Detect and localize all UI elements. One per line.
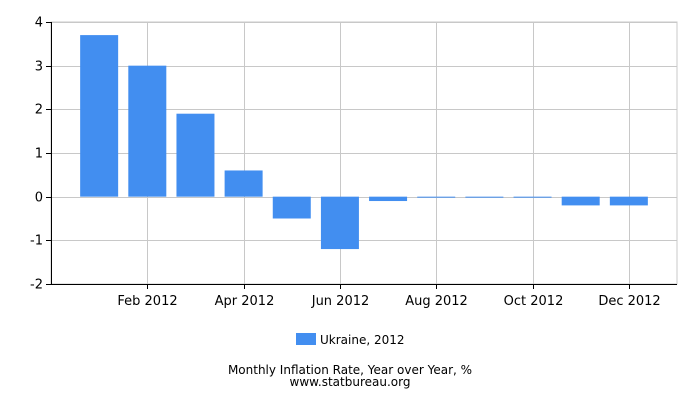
bar-apr-2012[interactable] xyxy=(224,170,263,197)
bar-jun-2012[interactable] xyxy=(320,196,359,250)
bar-dec-2012[interactable] xyxy=(609,196,648,206)
y-tick-label: 3 xyxy=(35,60,43,75)
y-tick-label: 4 xyxy=(35,16,43,31)
bar-sep-2012[interactable] xyxy=(465,196,504,198)
x-tick-label: Oct 2012 xyxy=(504,294,564,309)
bars xyxy=(80,35,648,250)
y-tick-label: -1 xyxy=(30,234,43,249)
x-tick-label: Feb 2012 xyxy=(117,294,177,309)
axes: -2 -1 0 1 2 3 4 Feb 2012 Apr 2012 Jun 2012 Aug 201… xyxy=(30,16,677,309)
bar-aug-2012[interactable] xyxy=(417,196,456,198)
y-tick-label: 1 xyxy=(35,147,43,162)
bar-mar-2012[interactable] xyxy=(176,113,215,197)
bar-may-2012[interactable] xyxy=(272,196,311,219)
bar-jul-2012[interactable] xyxy=(369,196,408,202)
legend-label: Ukraine, 2012 xyxy=(320,333,405,347)
bar-jan-2012[interactable] xyxy=(80,35,119,197)
bar-feb-2012[interactable] xyxy=(128,65,167,197)
source-link[interactable]: www.statbureau.org xyxy=(289,375,411,389)
chart-caption: Monthly Inflation Rate, Year over Year, … xyxy=(227,363,473,377)
bar-oct-2012[interactable] xyxy=(513,196,552,198)
legend: Ukraine, 2012 xyxy=(296,333,405,347)
y-tick-label: -2 xyxy=(30,278,43,293)
y-tick-label: 2 xyxy=(35,103,43,118)
bar-nov-2012[interactable] xyxy=(561,196,600,206)
x-tick-label: Apr 2012 xyxy=(215,294,275,309)
y-tick-label: 0 xyxy=(35,191,43,206)
x-tick-label: Aug 2012 xyxy=(405,294,468,309)
x-tick-label: Jun 2012 xyxy=(311,294,370,309)
legend-swatch xyxy=(296,333,316,345)
x-tick-label: Dec 2012 xyxy=(598,294,660,309)
